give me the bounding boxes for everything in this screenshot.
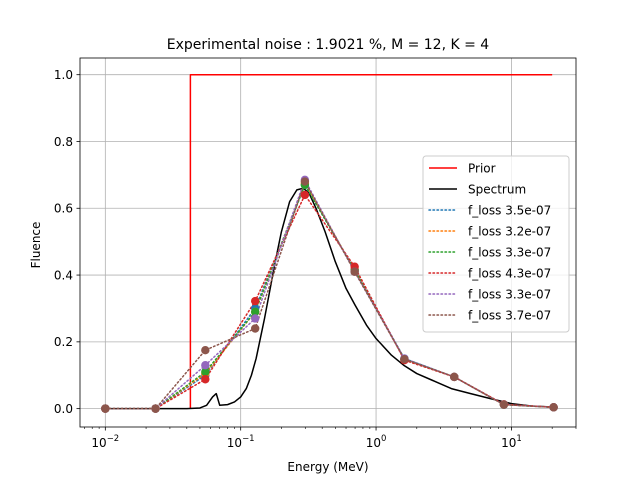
prior-line xyxy=(189,73,553,409)
legend-label-0: Prior xyxy=(468,161,496,175)
series-2-point-2 xyxy=(201,367,210,377)
chart-title: Experimental noise : 1.9021 %, M = 12, K… xyxy=(167,37,490,53)
x-tick-label-1: 10−1 xyxy=(227,434,255,450)
series-5-point-4 xyxy=(300,177,310,186)
y-tick-label-0: 0.0 xyxy=(54,402,73,416)
series-5-point-8 xyxy=(499,400,509,409)
legend-label-2: f_loss 3.5e-07 xyxy=(468,203,551,217)
series-3-point-2 xyxy=(201,375,210,384)
x-axis-label: Energy (MeV) xyxy=(287,460,368,474)
legend-label-3: f_loss 3.2e-07 xyxy=(468,224,551,238)
y-tick-label-4: 0.8 xyxy=(54,135,73,149)
axes-frame xyxy=(79,57,577,428)
series-5-point-5 xyxy=(350,267,359,276)
series-5-point-6 xyxy=(400,355,409,364)
x-tick-label-3: 101 xyxy=(501,434,522,450)
series-3-point-3 xyxy=(251,296,260,306)
legend-label-5: f_loss 4.3e-07 xyxy=(468,266,551,280)
y-tick-label-2: 0.4 xyxy=(54,268,73,282)
series-2-point-3 xyxy=(251,307,260,316)
series-4-point-3 xyxy=(251,314,260,323)
legend-label-1: Spectrum xyxy=(468,182,526,196)
x-tick-label-0: 10−2 xyxy=(91,434,119,450)
plot-area: 10−2 10−1 100 101 0.0 0.2 0.4 0.6 0.8 1.0 xyxy=(54,57,577,450)
legend-label-6: f_loss 3.3e-07 xyxy=(468,287,551,301)
series-4-point-2 xyxy=(201,361,210,370)
series-5-point-2 xyxy=(201,345,210,355)
legend-label-7: f_loss 3.7e-07 xyxy=(468,308,551,322)
series-5-point-9 xyxy=(549,403,558,412)
spectrum-line xyxy=(105,187,553,410)
series-5-point-0 xyxy=(101,404,110,413)
x-tick-label-2: 100 xyxy=(366,434,387,450)
y-tick-label-1: 0.2 xyxy=(54,335,73,349)
y-tick-label-5: 1.0 xyxy=(54,68,73,82)
y-tick-label-3: 0.6 xyxy=(54,202,73,216)
legend-label-4: f_loss 3.3e-07 xyxy=(468,245,551,259)
series-5-point-7 xyxy=(450,372,459,382)
y-axis-label: Fluence xyxy=(29,222,43,269)
data-layer xyxy=(101,73,558,413)
legend: Prior Spectrum f_loss 3.5e-07 f_loss 3.2e-0… xyxy=(422,155,570,333)
series-5-point-3 xyxy=(251,324,260,333)
series-line-5 xyxy=(104,180,555,410)
series-5-point-1 xyxy=(151,404,160,413)
series-3-point-4 xyxy=(300,190,310,200)
legend-box xyxy=(422,155,570,333)
